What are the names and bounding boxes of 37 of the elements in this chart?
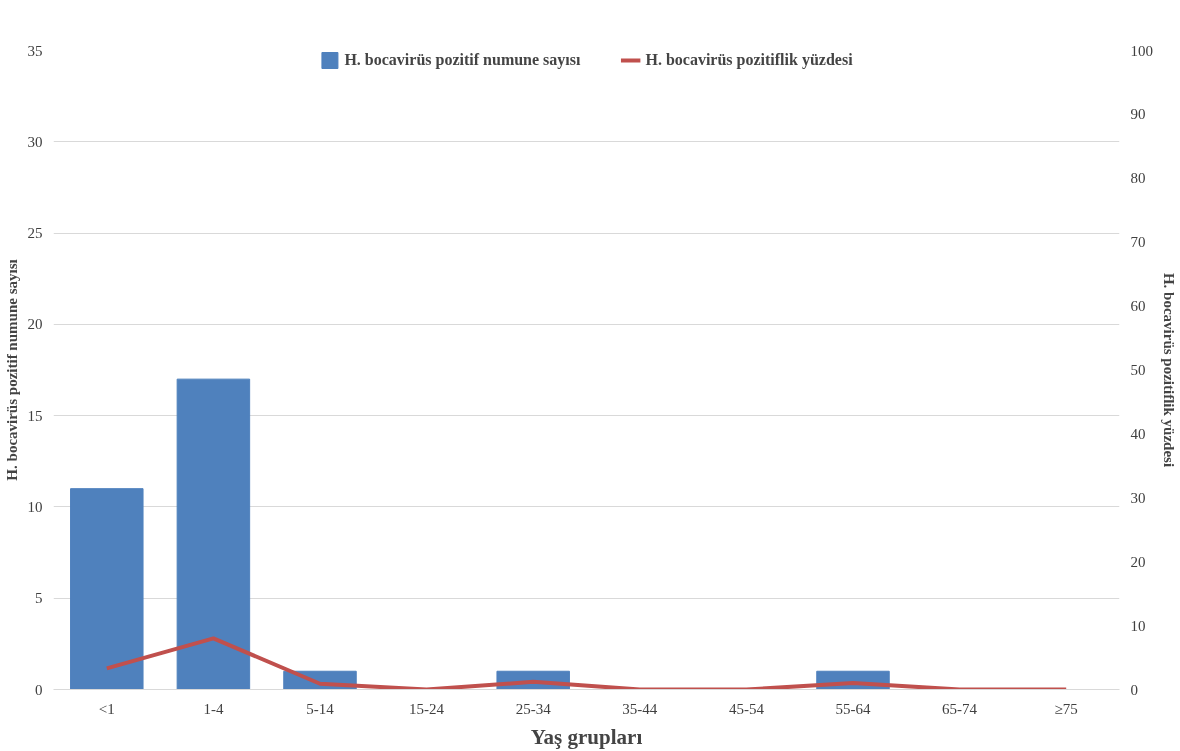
- x-tick-label: 55-64: [835, 700, 871, 717]
- legend-label: H. bocavirüs pozitiflik yüzdesi: [645, 51, 853, 69]
- y2-tick-label: 0: [1130, 681, 1138, 698]
- y2-tick-label: 80: [1130, 170, 1146, 187]
- y2-tick-label: 100: [1130, 42, 1153, 59]
- y-tick-label: 10: [27, 498, 43, 515]
- x-tick-label: 65-74: [942, 700, 978, 717]
- y-tick-label: 15: [27, 407, 43, 424]
- y-tick-label: 35: [27, 42, 43, 59]
- y2-tick-label: 50: [1130, 362, 1146, 378]
- y2-tick-label: 40: [1130, 425, 1146, 442]
- legend-label: H. bocavirüs pozitif numune sayısı: [344, 51, 581, 69]
- x-tick-label: 45-54: [728, 700, 765, 717]
- x-tick-label: 1-4: [203, 700, 224, 717]
- y-axis-title: H. bocavirüs pozitif numune sayısı: [3, 259, 20, 481]
- y2-tick-label: 60: [1130, 298, 1146, 315]
- y2-tick-label: 20: [1130, 553, 1146, 570]
- x-tick-label: 35-44: [622, 700, 658, 717]
- y2-tick-label: 30: [1130, 489, 1146, 506]
- x-tick-label: 25-34: [515, 700, 552, 717]
- x-tick-label: 15-24: [409, 700, 445, 717]
- x-tick-label: 5-14: [306, 700, 335, 717]
- y2-tick-label: 90: [1130, 106, 1146, 123]
- line-series: [104, 636, 1069, 690]
- y-tick-label: 25: [27, 225, 43, 242]
- y-tick-label: 5: [35, 590, 43, 607]
- y2-axis-title: H. bocavirüs pozitiflik yüzdesi: [1161, 272, 1177, 468]
- y-tick-label: 30: [27, 133, 43, 150]
- x-tick-label: <1: [98, 700, 115, 717]
- x-tick-label: ≥75: [1054, 700, 1078, 717]
- bar: [176, 378, 251, 690]
- y2-tick-label: 70: [1130, 234, 1146, 251]
- y-tick-label: 0: [35, 681, 43, 698]
- x-axis-title: Yaş grupları: [530, 724, 643, 749]
- y2-tick-label: 10: [1130, 617, 1146, 634]
- bar: [70, 488, 144, 690]
- y-tick-label: 20: [27, 316, 43, 333]
